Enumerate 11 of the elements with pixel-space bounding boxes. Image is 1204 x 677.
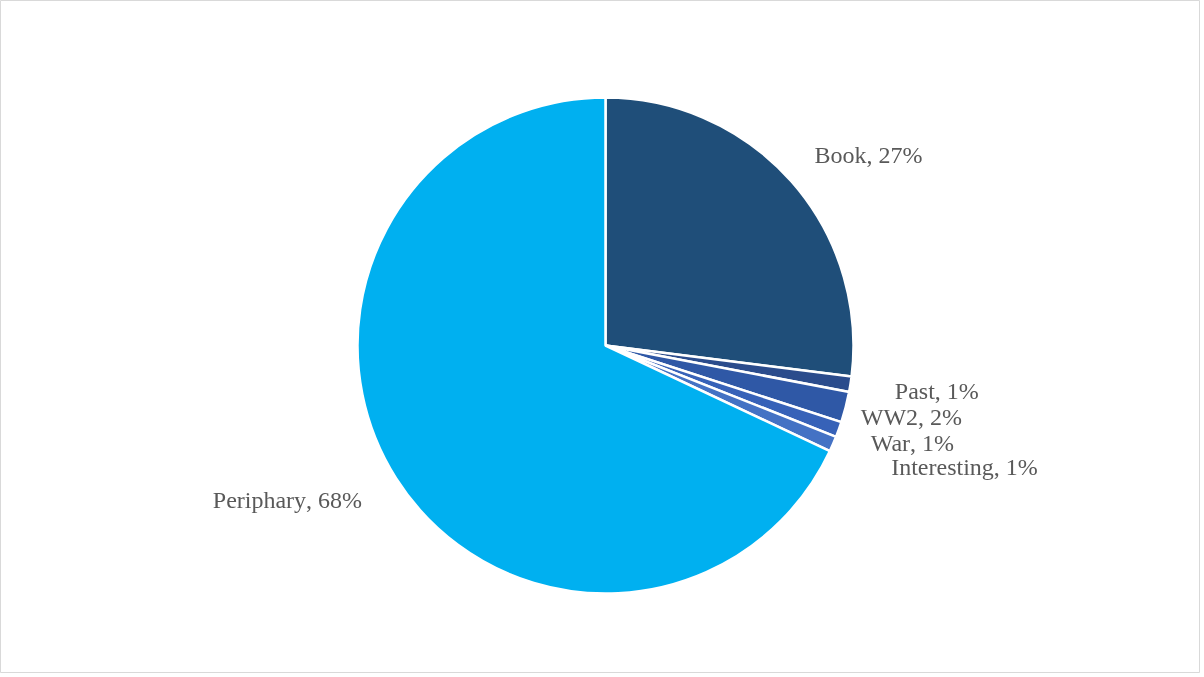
data-label: , 68% <box>306 486 363 513</box>
slice-label: War <box>870 429 911 456</box>
data-label: , 27% <box>866 142 923 169</box>
data-label: , 1% <box>934 377 979 404</box>
data-label: , 1% <box>993 453 1038 480</box>
slice-label: Book <box>814 142 867 169</box>
slice-label: Periphary <box>212 486 307 513</box>
data-label: , 1% <box>910 429 955 456</box>
slice-label: Past <box>894 377 936 404</box>
data-label: , 2% <box>918 404 963 431</box>
slice-label: WW2 <box>860 404 919 431</box>
